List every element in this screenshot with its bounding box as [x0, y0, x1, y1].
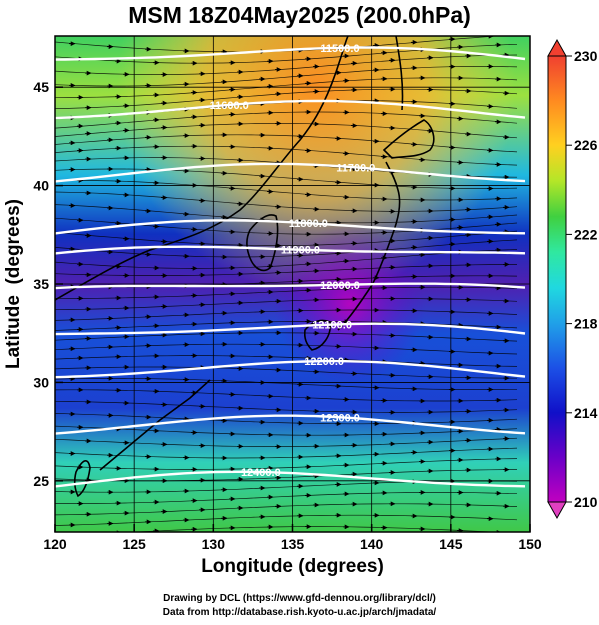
lat-tick-label: 30 — [33, 374, 49, 390]
contour-label: 11800.0 — [289, 218, 328, 230]
streamline — [55, 264, 518, 276]
streamline — [55, 249, 518, 269]
streamline — [55, 134, 518, 153]
height-contours: 11500.0 11600.0 11700.0 11800.0 11900.0 12000… — [55, 43, 526, 488]
streamline — [55, 447, 518, 459]
streamline — [55, 66, 518, 87]
lon-tick-label: 125 — [122, 536, 146, 552]
korea — [246, 214, 279, 272]
streamline — [127, 526, 501, 532]
colorbar-tick-label: 214 — [574, 405, 598, 421]
streamline — [55, 378, 518, 390]
contour-label: 11900.0 — [281, 245, 320, 257]
contour-label: 11500.0 — [320, 43, 359, 55]
contour-line — [55, 282, 526, 290]
axis-ticks: 120 125 130 135 140 145 150 25 30 35 40 45 — [33, 79, 541, 552]
streamline — [55, 366, 518, 379]
contour-line — [55, 322, 526, 336]
streamline — [55, 480, 518, 493]
colorbar-tick-label: 230 — [574, 48, 598, 64]
streamline — [55, 413, 518, 425]
streamline — [55, 425, 518, 436]
streamline — [55, 389, 518, 402]
streamline — [55, 191, 518, 212]
streamline — [55, 239, 518, 258]
contour-line — [55, 219, 526, 235]
colorbar-gradient — [547, 55, 567, 503]
x-axis-label: Longitude (degrees) — [201, 556, 384, 577]
ryukyu-islands — [99, 379, 211, 471]
contour-line — [55, 470, 526, 488]
coastlines — [55, 36, 435, 498]
streamline — [55, 355, 518, 367]
streamline — [55, 492, 518, 504]
y-axis-label: Latitude (degrees) — [3, 199, 24, 369]
contour-line — [55, 99, 526, 120]
lat-tick-label: 35 — [33, 276, 49, 292]
streamline — [55, 298, 518, 311]
lon-tick-label: 120 — [43, 536, 67, 552]
streamline — [55, 343, 518, 355]
contour-label: 12100.0 — [312, 320, 352, 332]
streamline — [55, 145, 518, 166]
colorbar-tick-label: 218 — [574, 316, 598, 332]
chart-title: MSM 18Z04May2025 (200.0hPa) — [128, 2, 471, 28]
lon-tick-label: 145 — [439, 536, 463, 552]
colorbar-tick-label: 226 — [574, 137, 598, 153]
lon-tick-label: 130 — [202, 536, 226, 552]
streamline — [55, 54, 518, 75]
streamline — [55, 180, 518, 201]
lon-tick-label: 135 — [281, 536, 305, 552]
streamline — [55, 503, 518, 516]
streamlines — [55, 36, 518, 532]
streamline — [55, 321, 518, 331]
colorbar-tick-label: 210 — [574, 494, 598, 510]
streamline — [55, 111, 518, 129]
japan-kyushu — [303, 319, 332, 351]
streamline — [55, 168, 518, 189]
contour-line — [55, 162, 526, 183]
lon-tick-label: 150 — [518, 536, 542, 552]
lat-tick-label: 25 — [33, 473, 49, 489]
streamline — [55, 43, 518, 64]
asia-mainland — [55, 36, 349, 301]
streamline — [55, 400, 518, 413]
streamline — [55, 230, 518, 246]
contour-line — [55, 414, 526, 435]
streamline — [55, 514, 518, 526]
contour-label: 12000.0 — [320, 280, 360, 292]
streamline — [55, 332, 518, 342]
japan-honshu — [337, 161, 401, 331]
lat-tick-label: 40 — [33, 178, 49, 194]
streamline — [55, 123, 518, 139]
streamline — [55, 88, 518, 109]
contour-label: 12300.0 — [320, 412, 360, 424]
colorbar: 230 226 222 218 214 210 — [547, 38, 598, 520]
streamline — [55, 309, 518, 321]
contour-line — [55, 46, 526, 61]
contour-label: 12400.0 — [241, 467, 281, 479]
streamline — [55, 469, 517, 482]
lon-tick-label: 140 — [360, 536, 384, 552]
streamline — [55, 77, 518, 98]
lat-tick-label: 45 — [33, 79, 49, 95]
colorbar-bottom-arrow — [547, 501, 567, 520]
contour-label: 11600.0 — [210, 100, 249, 112]
credit-drawing: Drawing by DCL (https://www.gfd-dennou.o… — [163, 593, 436, 604]
streamline — [55, 458, 518, 470]
colorbar-tick-label: 222 — [574, 226, 598, 242]
contour-label: 12200.0 — [304, 356, 344, 368]
contour-label: 11700.0 — [336, 162, 375, 174]
credit-data: Data from http://database.rish.kyoto-u.a… — [162, 607, 437, 618]
sakhalin — [395, 36, 404, 111]
colorbar-top-arrow — [547, 38, 567, 57]
contour-line — [55, 359, 526, 379]
contour-line — [55, 245, 526, 255]
japan-hokkaido — [382, 119, 435, 159]
streamline — [55, 286, 518, 299]
